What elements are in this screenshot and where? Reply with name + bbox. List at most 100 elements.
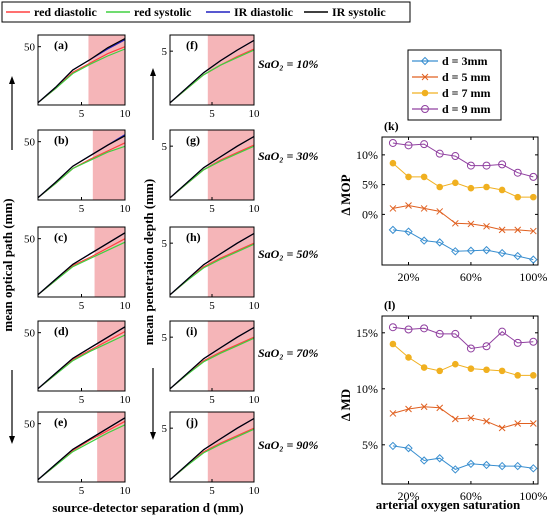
r-point-1-0-5 [466, 459, 476, 469]
series-line-4-1 [37, 424, 126, 481]
r-point-1-2-7 [498, 367, 506, 375]
r-point-1-1-6 [483, 417, 490, 425]
series-line-0-3 [37, 37, 126, 104]
series-line-3-3 [37, 326, 126, 390]
xtick-label-5-1: 10 [249, 108, 261, 120]
r-series-line-1-1 [392, 406, 534, 429]
r-point-1-1-0 [389, 410, 397, 417]
r-xtick-label-0-2: 100% [519, 270, 547, 284]
mid-down-arrowhead [150, 432, 156, 440]
xtick-label-8-0: 5 [209, 394, 215, 406]
mid-ylabel-group: mean penetration depth (mm) [141, 68, 156, 440]
ytick-label-3-1: 50 [24, 328, 36, 340]
r-point-0-3-3 [435, 149, 444, 158]
r-point-1-0-0 [388, 441, 398, 451]
xtick-label-3-1: 10 [120, 394, 132, 406]
r-point-0-0-2 [419, 236, 429, 245]
r-point-1-0-3 [435, 454, 444, 463]
panel-label-6: (g) [186, 133, 200, 147]
r-point-1-1-8-b [514, 420, 522, 427]
xtick-label-6-1: 10 [249, 203, 261, 215]
r-point-0-2-5 [467, 184, 475, 192]
legend-label-1: red systolic [134, 5, 192, 19]
r-point-1-1-9-b [529, 420, 537, 427]
r-point-1-2-6 [483, 366, 490, 374]
right-legend-label-2: d = 7 mm [442, 86, 491, 100]
r-point-1-1-5-b [467, 414, 475, 422]
panel-label-8: (i) [186, 324, 197, 338]
r-ytick-label-1-0: 15% [356, 326, 378, 340]
panel-label-0: (a) [54, 38, 68, 52]
r-series-line-0-1 [392, 204, 534, 232]
r-point-1-2-4 [452, 360, 459, 368]
r-point-1-1-8 [514, 420, 522, 427]
panel-1: (b) 50 5 10 [24, 129, 131, 215]
sao2-label-3: SaO₂ = 70% [258, 346, 318, 360]
series-line-8-3 [169, 326, 255, 390]
r-point-1-3-8 [513, 338, 522, 347]
right-legend-marker-2 [421, 89, 429, 97]
r-point-0-2-7 [498, 186, 506, 194]
r-ytick-label-0-2: 0% [362, 207, 378, 221]
r-point-0-3-9 [529, 172, 538, 181]
r-series-line-1-2 [392, 343, 534, 376]
r-point-0-1-0-b [389, 205, 397, 212]
r-point-0-1-2-b [420, 205, 428, 212]
legend-label-0: red diastolic [34, 5, 97, 19]
r-point-0-1-9-b [529, 227, 537, 235]
r-point-0-1-6-b [483, 222, 490, 230]
panel-8: (i) 5 5 10 [162, 320, 260, 406]
panel-3: (d) 50 5 10 [24, 320, 132, 406]
r-point-1-2-1 [405, 354, 412, 361]
ytick-label-2-1: 50 [24, 234, 36, 246]
r-xtick-label-1-2: 100% [519, 489, 547, 503]
r-point-1-1-7 [498, 424, 506, 432]
mid-ylabel: mean penetration depth (mm) [141, 179, 156, 345]
r-point-0-2-4 [452, 179, 459, 187]
panel-7: (h) 5 5 10 [162, 226, 260, 312]
r-point-0-1-4-b [451, 219, 459, 227]
sao2-label-0: SaO₂ = 10% [258, 57, 318, 71]
xtick-label-4-1: 10 [120, 485, 132, 497]
r-point-1-0-7 [497, 461, 507, 471]
r-point-0-1-6 [483, 222, 490, 230]
r-point-0-3-0 [388, 138, 397, 147]
r-point-1-2-5 [467, 365, 475, 372]
ytick-label-6-1: 5 [162, 141, 168, 153]
panel-5: (f) 5 5 10 [162, 34, 261, 120]
down-arrowhead [9, 436, 15, 444]
panel-label-3: (d) [54, 324, 69, 338]
r-xtick-label-0-0: 20% [398, 270, 420, 284]
ytick-label-8-1: 5 [162, 332, 168, 344]
r-point-1-3-9 [529, 337, 538, 346]
shaded-region-6 [207, 130, 254, 200]
panel-4: (e) 50 5 10 [24, 411, 132, 497]
right-legend-marker-1-b [421, 73, 429, 81]
xtick-label-2-0: 5 [79, 300, 85, 312]
shaded-region-5 [207, 35, 254, 105]
r-point-1-3-7 [498, 327, 507, 336]
xtick-label-7-0: 5 [209, 300, 215, 312]
r-point-1-0-8 [513, 461, 522, 471]
legend-label-2: IR diastolic [234, 5, 294, 19]
right-legend: d = 3mm d = 5 mm d = 7 mm d = 9 mm [407, 49, 502, 121]
panel-label-5: (f) [186, 38, 198, 52]
xtick-label-0-0: 5 [79, 108, 85, 120]
panels: (a) 50 5 10 (b) 50 5 10 (c) 50 5 10 (d) 50 5 10 (e) 50 5 10… [24, 34, 261, 497]
right-legend-marker-3 [421, 105, 429, 113]
r-point-0-0-8 [513, 251, 522, 261]
r-point-1-1-9 [529, 420, 537, 427]
r-point-1-1-4-b [451, 415, 459, 423]
r-point-1-0-2 [419, 456, 429, 465]
r-point-1-3-5 [466, 344, 475, 353]
r-point-0-3-6 [482, 161, 491, 170]
panel-label-2: (c) [54, 230, 67, 244]
shaded-region-3 [97, 321, 125, 391]
series-line-0-1 [37, 48, 126, 104]
left-ylabel-group: mean optical path (mm) [0, 76, 15, 444]
r-series-line-1-3 [392, 326, 534, 350]
r-point-0-2-1 [405, 173, 412, 181]
xtick-label-2-1: 10 [120, 300, 132, 312]
sao2-label-1: SaO₂ = 30% [258, 149, 318, 163]
